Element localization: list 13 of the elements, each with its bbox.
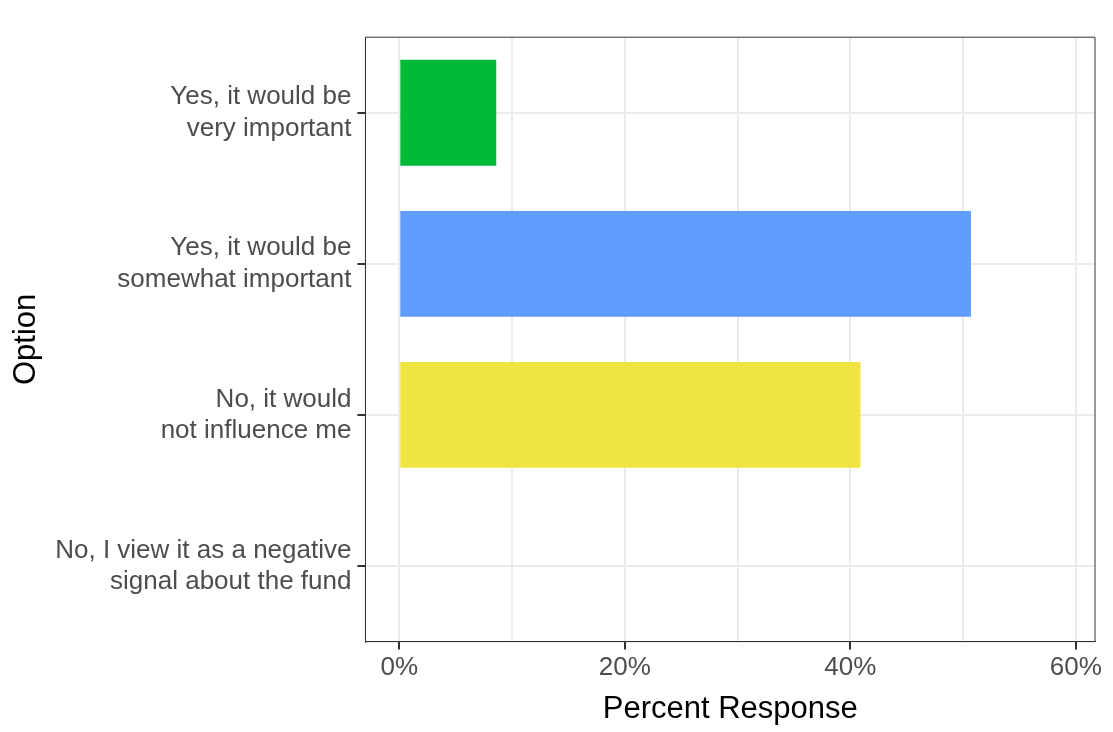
bar [400,59,497,166]
x-tick-label: 40% [824,651,877,682]
bar [400,362,861,468]
x-axis-title: Percent Response [602,689,858,725]
bar [400,210,971,317]
y-tick-label: No, it would not influence me [160,382,352,444]
y-tick-label: Yes, it would be somewhat important [117,231,353,293]
y-tick-label: No, I view it as a negative signal about the fund [55,533,352,595]
y-tick-label: Yes, it would be very important [170,80,353,142]
x-tick-label: 0% [380,651,419,682]
x-tick-label: 20% [598,651,651,682]
y-axis-title: Option [7,293,43,386]
x-tick-label: 60% [1049,651,1102,682]
